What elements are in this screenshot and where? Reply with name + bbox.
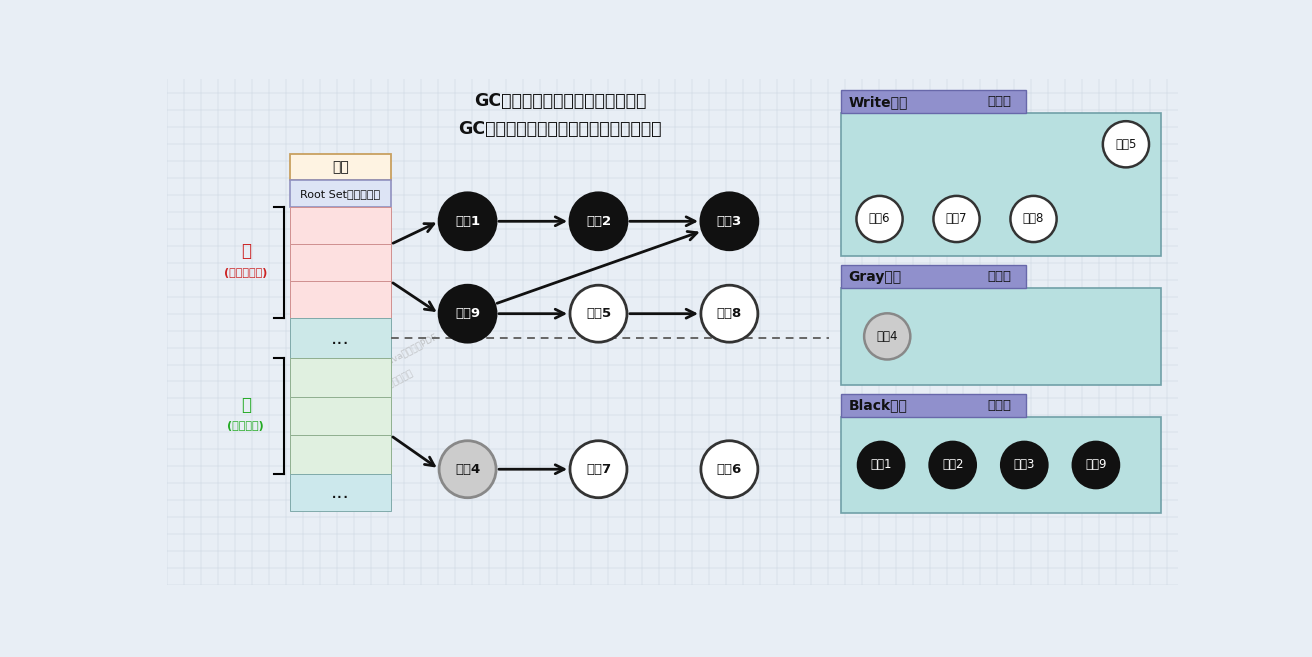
Text: 关注公众号：技术自由圈: 关注公众号：技术自由圈 [358,368,415,404]
FancyBboxPatch shape [290,318,391,358]
Text: Black黑色: Black黑色 [849,398,908,413]
Circle shape [1001,442,1047,488]
FancyBboxPatch shape [290,244,391,281]
Text: 标记表: 标记表 [988,270,1012,283]
Text: Write白色: Write白色 [849,95,908,109]
FancyBboxPatch shape [290,358,391,397]
FancyBboxPatch shape [841,394,1026,417]
Circle shape [701,193,758,250]
Text: 栈: 栈 [241,242,251,260]
Text: Root Set根节点集合: Root Set根节点集合 [300,189,380,199]
Text: 对象5: 对象5 [586,307,611,320]
Text: 对象3: 对象3 [716,215,743,228]
Circle shape [1073,442,1119,488]
FancyBboxPatch shape [290,474,391,510]
Text: (不启用屏障): (不启用屏障) [224,268,268,278]
FancyBboxPatch shape [841,114,1161,256]
Circle shape [858,442,904,488]
Text: 对象9: 对象9 [1085,459,1106,472]
Text: GC三色标记并发：混合写屏障流程: GC三色标记并发：混合写屏障流程 [474,92,647,110]
Text: ...: ... [331,483,350,502]
Text: 对象6: 对象6 [716,463,743,476]
Circle shape [569,441,627,498]
FancyBboxPatch shape [841,265,1026,288]
FancyBboxPatch shape [290,181,391,208]
Circle shape [930,442,976,488]
Text: GC开始：优先扫描栈，将栈全部标记为黑: GC开始：优先扫描栈，将栈全部标记为黑 [458,120,661,138]
Text: Gray灰色: Gray灰色 [849,270,901,284]
Text: 对象4: 对象4 [455,463,480,476]
FancyBboxPatch shape [841,91,1026,114]
Text: 对象7: 对象7 [586,463,611,476]
Text: 程序: 程序 [332,160,349,174]
Text: 标记表: 标记表 [988,399,1012,412]
Circle shape [701,285,758,342]
Text: 对象1: 对象1 [870,459,892,472]
FancyBboxPatch shape [841,417,1161,513]
FancyBboxPatch shape [290,397,391,436]
Circle shape [933,196,980,242]
Text: 对象5: 对象5 [1115,138,1136,151]
Circle shape [865,313,911,359]
Text: 对象9: 对象9 [455,307,480,320]
Circle shape [857,196,903,242]
Circle shape [1103,121,1149,168]
Text: 对象8: 对象8 [716,307,743,320]
Text: 对象8: 对象8 [1023,212,1044,225]
Circle shape [440,193,496,250]
Text: 对象2: 对象2 [586,215,611,228]
Text: 对象3: 对象3 [1014,459,1035,472]
Circle shape [440,441,496,498]
Circle shape [569,193,627,250]
Text: 对象7: 对象7 [946,212,967,225]
Circle shape [701,441,758,498]
Text: ...: ... [331,329,350,348]
Circle shape [1010,196,1056,242]
Text: 领取 4000页 尼恩Java面试宝典PDF: 领取 4000页 尼恩Java面试宝典PDF [335,332,440,394]
Circle shape [569,285,627,342]
Text: 对象1: 对象1 [455,215,480,228]
FancyBboxPatch shape [290,436,391,474]
Text: 对象2: 对象2 [942,459,963,472]
Text: 堆: 堆 [241,396,251,413]
FancyBboxPatch shape [290,208,391,244]
Text: 对象4: 对象4 [876,330,897,343]
Text: 标记表: 标记表 [988,95,1012,108]
FancyBboxPatch shape [290,281,391,318]
Text: (启用屏障): (启用屏障) [227,421,264,431]
FancyBboxPatch shape [841,288,1161,384]
FancyBboxPatch shape [290,154,391,181]
Circle shape [440,285,496,342]
Text: 对象6: 对象6 [869,212,891,225]
